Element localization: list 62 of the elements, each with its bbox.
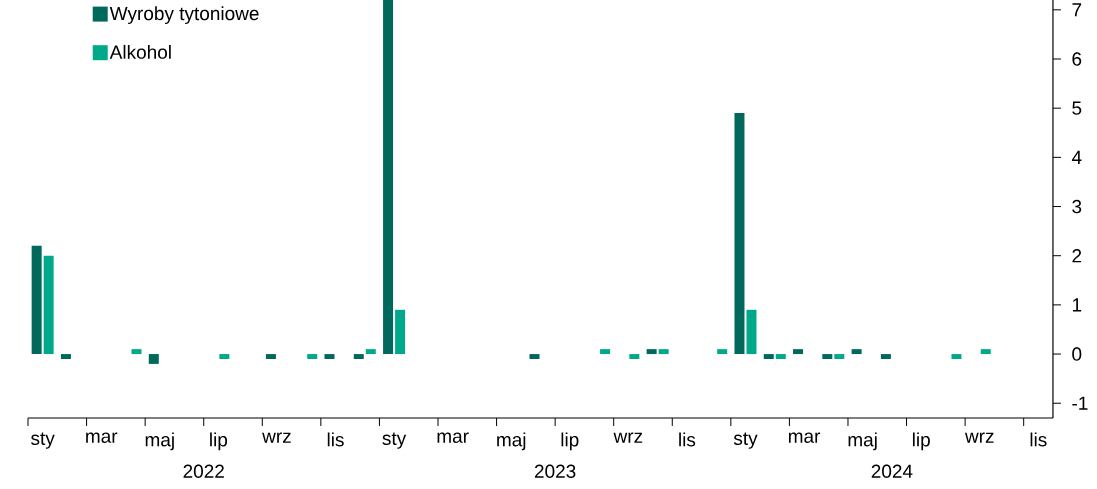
text: 2023: [534, 464, 576, 478]
x-tick-label: lis: [327, 432, 344, 447]
legend-label: Alkohol: [109, 44, 171, 59]
bar: [951, 354, 962, 359]
x-tick-label: mar: [86, 432, 118, 443]
bar: [717, 349, 728, 355]
bar: [600, 349, 611, 355]
bar: [763, 354, 774, 359]
bar: [148, 354, 159, 364]
x-tick-label: mar: [437, 432, 469, 443]
x-tick-label: maj: [497, 432, 526, 451]
x-tick-label: maj: [145, 432, 174, 451]
text: 2024: [871, 464, 913, 478]
bar: [60, 354, 71, 359]
bar: [793, 349, 804, 355]
bar: [529, 354, 540, 359]
bar: [980, 349, 991, 355]
text: 2022: [183, 464, 224, 478]
x-tick-label: sty: [31, 432, 55, 449]
bar: [746, 309, 757, 355]
x-tick-label: lip: [210, 432, 228, 451]
y-tick-label: 0: [1072, 347, 1082, 361]
y-tick-label: 7: [1072, 3, 1082, 17]
y-tick-label: 3: [1072, 199, 1082, 214]
bar: [734, 113, 745, 355]
bar: [307, 354, 318, 359]
y-tick-label: 1: [1072, 298, 1082, 312]
x-tick-label: lip: [912, 432, 930, 451]
bar: [646, 349, 657, 355]
x-tick-label: sty: [382, 432, 407, 449]
x-tick-label: maj: [848, 432, 877, 451]
bar: [43, 255, 54, 355]
bar: [822, 354, 833, 359]
bar: [880, 354, 891, 359]
bar: [395, 309, 406, 355]
y-tick-label: 4: [1071, 150, 1082, 164]
bar: [324, 354, 335, 359]
bar: [31, 245, 42, 355]
x-tick-label: lis: [679, 432, 696, 447]
y-tick-label: 5: [1072, 101, 1082, 115]
y-tick-label: 6: [1072, 52, 1082, 66]
bar: [365, 349, 376, 355]
y-tick-label: 2: [1072, 249, 1082, 263]
bar: [265, 354, 276, 359]
bar: [353, 354, 364, 359]
bar: [219, 354, 230, 359]
y-tick-label: -1: [1072, 396, 1088, 410]
x-tick-label: sty: [733, 432, 758, 449]
bar: [658, 349, 669, 355]
x-tick-label: lis: [1030, 432, 1047, 447]
legend-label: Wyroby tytoniowe: [109, 6, 259, 24]
bar: [629, 354, 640, 359]
x-tick-label: lip: [561, 432, 579, 451]
bar: [851, 349, 862, 355]
bar: [131, 349, 142, 355]
x-tick-label: wrz: [613, 432, 643, 443]
x-tick-label: mar: [788, 432, 821, 443]
bar: [775, 354, 786, 359]
x-tick-label: wrz: [262, 432, 291, 443]
bar: [834, 354, 845, 359]
x-tick-label: wrz: [964, 432, 994, 443]
bar: [383, 0, 394, 355]
